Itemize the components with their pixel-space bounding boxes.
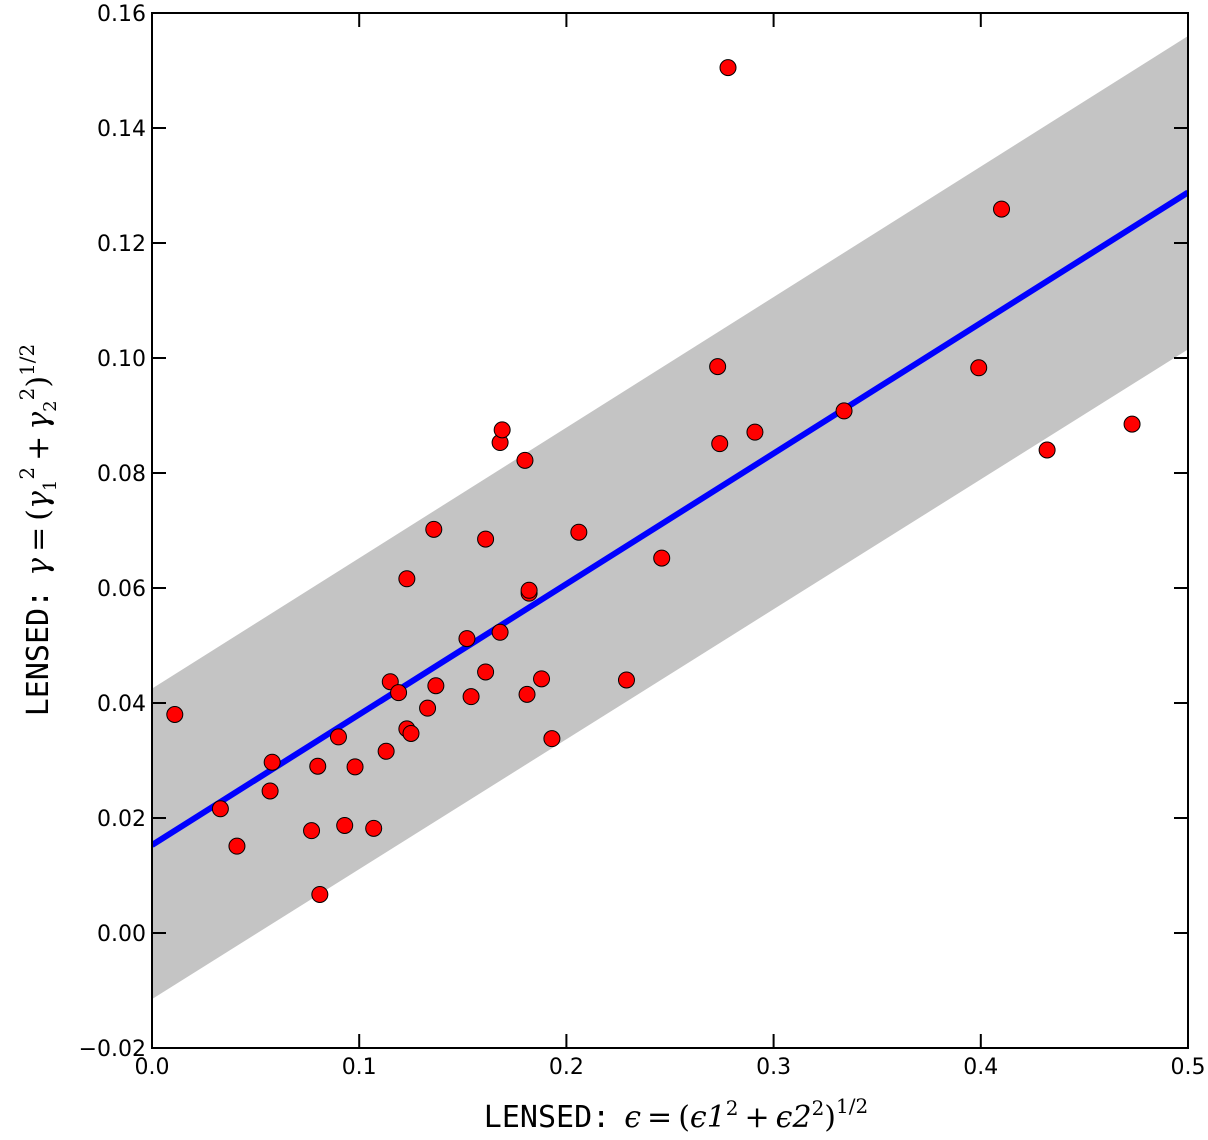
data-point	[653, 549, 671, 567]
data-point	[425, 520, 443, 538]
y-axis-label: LENSED:γ=(γ12+γ22)1/2	[15, 344, 61, 717]
data-point	[719, 59, 737, 77]
y-tick-label: 0.16	[97, 2, 146, 27]
data-point	[993, 200, 1011, 218]
data-point	[419, 699, 437, 717]
data-point	[520, 581, 538, 599]
data-point	[518, 685, 536, 703]
x-tick-labels: 0.0 0.1 0.2 0.3 0.4 0.5	[135, 1055, 1206, 1080]
data-point	[1038, 441, 1056, 459]
data-point	[493, 421, 511, 439]
data-point	[303, 822, 321, 840]
data-point	[458, 630, 476, 648]
x-tick-label: 0.3	[756, 1055, 791, 1080]
data-point	[346, 758, 364, 776]
y-tick-label: 0.14	[97, 117, 146, 142]
data-point	[533, 670, 551, 688]
data-point	[263, 753, 281, 771]
x-tick-label: 0.5	[1171, 1055, 1206, 1080]
data-point	[377, 742, 395, 760]
data-point	[477, 663, 495, 681]
data-point	[211, 800, 229, 818]
data-point	[329, 728, 347, 746]
x-tick-label: 0.1	[342, 1055, 377, 1080]
data-point	[617, 671, 635, 689]
fit-line	[152, 189, 1188, 848]
data-point	[390, 684, 408, 702]
data-point	[365, 819, 383, 837]
y-tick-label: −0.02	[79, 1037, 146, 1062]
data-point	[311, 885, 329, 903]
axis-ticks	[151, 12, 1189, 1049]
data-point	[261, 782, 279, 800]
data-point	[228, 837, 246, 855]
y-tick-label: 0.04	[97, 692, 146, 717]
y-tick-label: 0.00	[97, 922, 146, 947]
data-point	[746, 423, 764, 441]
data-point	[570, 523, 588, 541]
data-point	[970, 359, 988, 377]
data-point	[516, 451, 534, 469]
data-point	[1123, 415, 1141, 433]
plot-frame	[151, 12, 1189, 1049]
x-tick-label: 0.2	[549, 1055, 584, 1080]
data-point	[711, 435, 729, 453]
data-point	[835, 402, 853, 420]
y-tick-label: 0.08	[97, 462, 146, 487]
x-tick-label: 0.4	[963, 1055, 998, 1080]
data-point	[491, 623, 509, 641]
x-axis-label: LENSED: ϵ = (ϵ12 + ϵ22)1/2	[484, 1094, 868, 1135]
y-tick-label: 0.10	[97, 347, 146, 372]
data-point	[427, 677, 445, 695]
data-point	[336, 816, 354, 834]
data-point	[166, 706, 184, 723]
y-tick-label: 0.02	[97, 807, 146, 832]
data-point	[709, 358, 727, 376]
data-points	[166, 59, 1141, 903]
data-point	[462, 688, 480, 706]
data-point	[402, 724, 420, 742]
y-tick-label: 0.06	[97, 577, 146, 602]
x-tick-label: 0.0	[135, 1055, 170, 1080]
data-point	[398, 570, 416, 588]
data-point	[477, 530, 495, 548]
data-point	[543, 730, 561, 748]
data-point	[309, 757, 327, 775]
y-tick-labels: −0.02 0.00 0.02 0.04 0.06 0.08 0.10 0.12 0.14 0.1…	[79, 2, 146, 1062]
y-tick-label: 0.12	[97, 232, 146, 257]
